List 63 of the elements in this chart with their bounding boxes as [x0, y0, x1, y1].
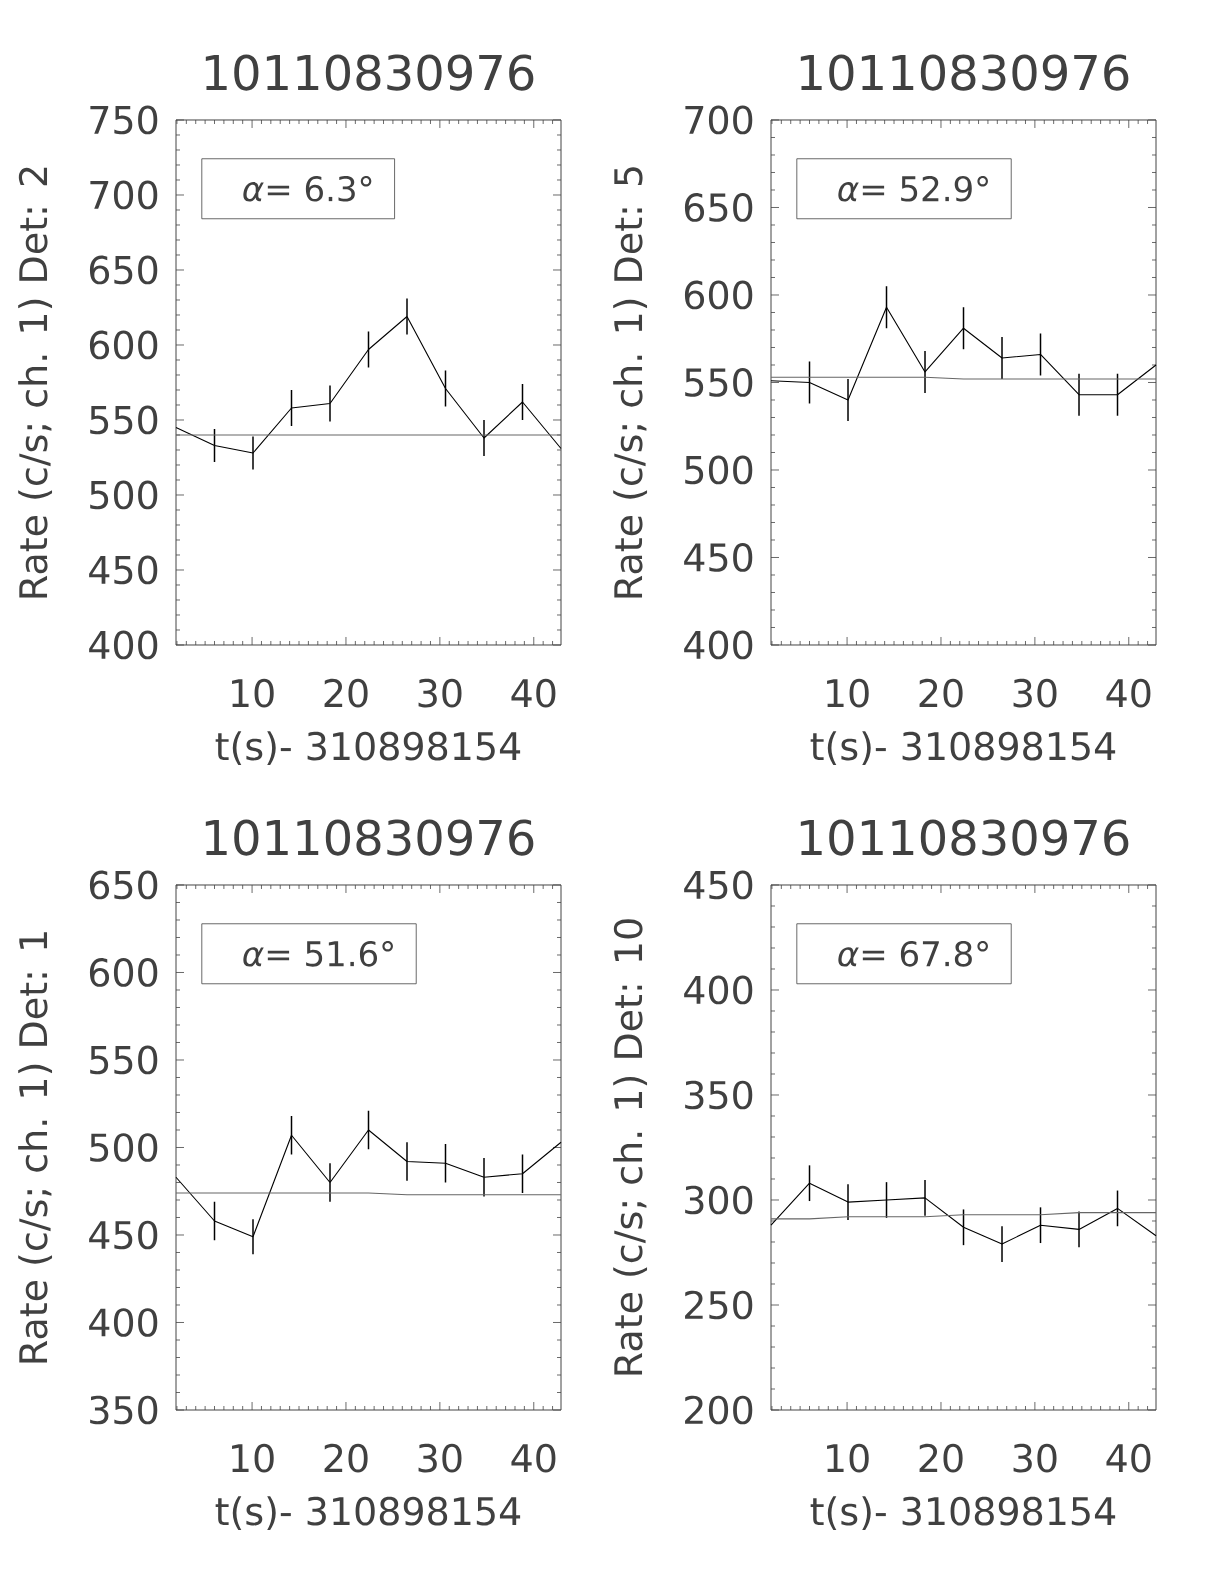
- y-axis-title: Rate (c/s; ch. 1) Det: 1: [18, 932, 53, 1363]
- x-tick-label: 40: [511, 678, 556, 708]
- y-tick-label: 450: [684, 870, 753, 900]
- y-tick-label: 550: [90, 1045, 158, 1075]
- y-tick-label: 400: [89, 630, 158, 660]
- y-tick-label: 650: [89, 870, 158, 900]
- y-tick-label: 350: [90, 1395, 158, 1425]
- x-axis-title: t(s)- 310898154: [215, 731, 521, 766]
- x-tick-label: 30: [418, 678, 462, 708]
- x-tick-label: 10: [232, 678, 274, 708]
- y-axis-title: Rate (c/s; ch. 1) Det: 10: [613, 919, 648, 1375]
- y-tick-label: 250: [685, 1290, 753, 1320]
- x-tick-label: 20: [324, 678, 368, 708]
- y-tick-label: 200: [685, 1395, 753, 1425]
- x-tick-label: 40: [511, 1443, 556, 1473]
- y-tick-label: 400: [89, 1308, 158, 1337]
- annotation: α= 6.3°: [243, 175, 372, 202]
- line-series: [175, 1129, 562, 1238]
- chart-title: 10110830976: [205, 54, 534, 91]
- annotation: α= 51.6°: [243, 940, 393, 967]
- x-tick-label: 30: [418, 1443, 462, 1473]
- x-tick-label: 20: [919, 1443, 963, 1473]
- y-tick-label: 600: [684, 280, 753, 310]
- x-tick-label: 20: [919, 678, 963, 708]
- y-tick-label: 300: [685, 1185, 753, 1215]
- x-tick-label: 40: [1106, 678, 1151, 708]
- y-tick-label: 400: [684, 630, 753, 660]
- y-tick-label: 550: [685, 368, 753, 397]
- x-tick-label: 40: [1106, 1443, 1151, 1473]
- x-tick-label: 10: [232, 1443, 274, 1473]
- y-tick-label: 750: [90, 105, 158, 135]
- y-tick-label: 500: [90, 480, 158, 510]
- x-tick-label: 30: [1013, 678, 1057, 708]
- y-tick-label: 700: [90, 180, 158, 210]
- line-series: [770, 306, 1157, 401]
- y-tick-label: 500: [90, 1133, 158, 1162]
- x-tick-label: 10: [827, 1443, 869, 1473]
- y-tick-label: 550: [90, 405, 158, 435]
- y-tick-label: 450: [89, 1220, 158, 1250]
- chart-title: 10110830976: [205, 819, 534, 856]
- x-axis-title: t(s)- 310898154: [810, 1496, 1116, 1531]
- y-axis-title: Rate (c/s; ch. 1) Det: 2: [18, 167, 53, 598]
- y-tick-label: 650: [89, 255, 158, 285]
- chart-title: 10110830976: [800, 819, 1129, 856]
- y-tick-label: 700: [685, 105, 753, 135]
- y-tick-label: 600: [89, 958, 158, 987]
- y-tick-label: 450: [89, 555, 158, 585]
- y-tick-label: 400: [684, 975, 753, 1005]
- annotation: α= 52.9°: [838, 175, 988, 202]
- y-tick-label: 650: [684, 193, 753, 222]
- x-tick-label: 10: [827, 678, 869, 708]
- y-axis-title: Rate (c/s; ch. 1) Det: 5: [613, 167, 648, 598]
- chart-title: 10110830976: [800, 54, 1129, 91]
- x-tick-label: 30: [1013, 1443, 1057, 1473]
- y-tick-label: 350: [685, 1080, 753, 1110]
- y-tick-label: 450: [684, 543, 753, 572]
- x-axis-title: t(s)- 310898154: [810, 731, 1116, 766]
- y-tick-label: 500: [685, 455, 753, 485]
- x-axis-title: t(s)- 310898154: [215, 1496, 521, 1531]
- annotation: α= 67.8°: [838, 940, 988, 967]
- line-series: [770, 1182, 1157, 1245]
- y-tick-label: 600: [89, 330, 158, 360]
- x-tick-label: 20: [324, 1443, 368, 1473]
